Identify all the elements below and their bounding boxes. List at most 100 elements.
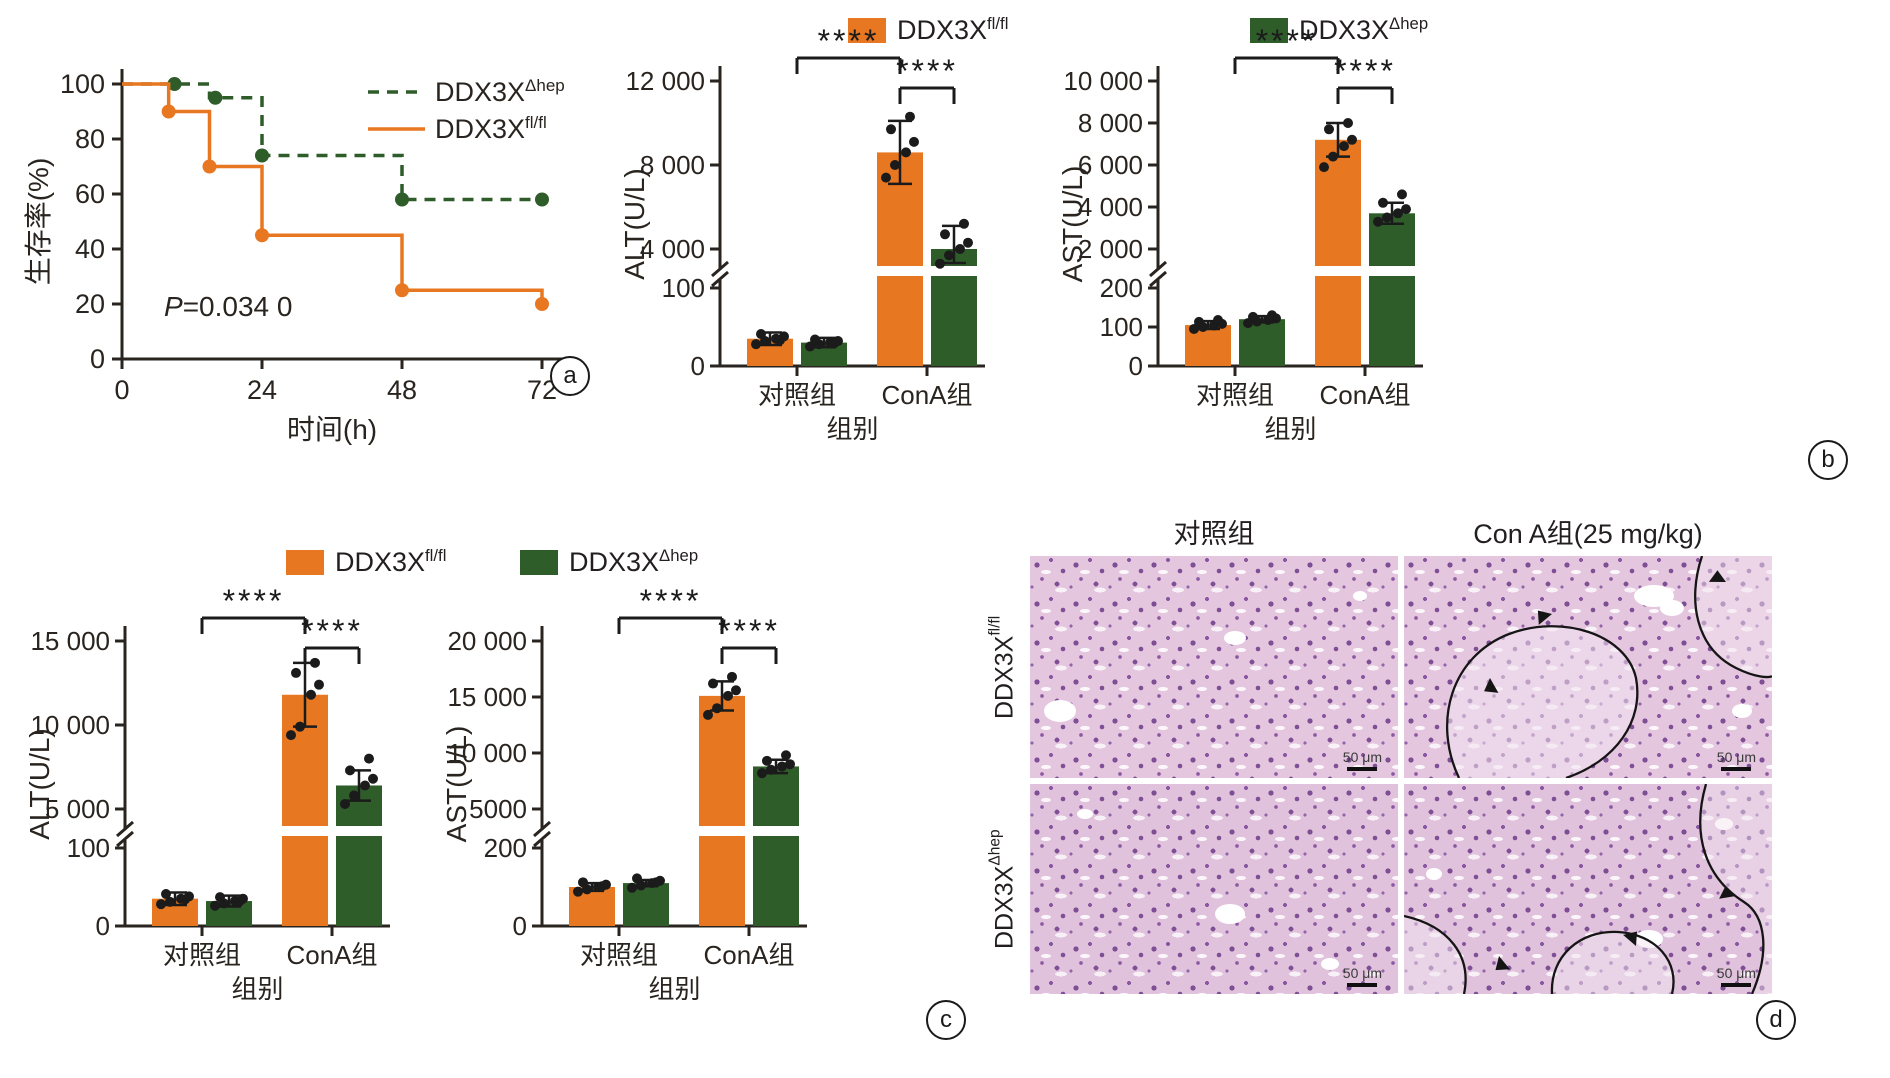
y-tick-label: 100 bbox=[662, 273, 705, 303]
scale-bar: 50 μm bbox=[1717, 965, 1756, 987]
data-point bbox=[723, 690, 733, 701]
y-tick-label: 40 bbox=[75, 234, 105, 264]
necrosis-overlay bbox=[1445, 556, 1772, 778]
y-axis-title: AST(U/L) bbox=[441, 726, 472, 843]
bar-orange-stub bbox=[282, 836, 328, 926]
data-point bbox=[781, 750, 791, 761]
necrotic-area bbox=[1404, 916, 1466, 994]
vessel bbox=[1732, 704, 1752, 718]
sig-label: **** bbox=[896, 53, 958, 89]
panel-letter: d bbox=[1769, 1006, 1783, 1033]
data-point bbox=[314, 679, 324, 690]
data-point bbox=[1194, 316, 1204, 327]
scale-bar-line bbox=[1721, 983, 1752, 987]
y-tick-label: 12 000 bbox=[625, 66, 705, 96]
survival-line-orange bbox=[122, 82, 544, 304]
group-label: 对照组 bbox=[758, 380, 836, 410]
sig-label: **** bbox=[640, 583, 702, 619]
data-point bbox=[1248, 311, 1258, 322]
panel-label-c: c bbox=[926, 1000, 966, 1040]
data-point bbox=[1397, 189, 1407, 200]
y-tick-label: 0 bbox=[513, 911, 527, 941]
bar-orange-stub bbox=[877, 276, 923, 366]
scale-bar-label: 50 μm bbox=[1716, 749, 1756, 765]
panel-label-a: a bbox=[550, 356, 590, 396]
x-tick-label: 0 bbox=[114, 375, 129, 405]
y-tick-label: 4 000 bbox=[1078, 192, 1143, 222]
vessel bbox=[1224, 631, 1246, 645]
y-tick-label: 20 bbox=[75, 289, 105, 319]
histology-image-flfl-control: 50 μm bbox=[1030, 556, 1398, 778]
survival-marker bbox=[395, 192, 409, 207]
data-point bbox=[651, 877, 661, 888]
bar-green-stub bbox=[336, 836, 382, 926]
y-tick-label: 8 000 bbox=[1078, 108, 1143, 138]
y-axis-title: ALT(U/L) bbox=[24, 728, 55, 840]
x-tick-label: 48 bbox=[387, 375, 417, 405]
row-label-text: DDX3XΔhep bbox=[986, 829, 1019, 949]
axis-break-mark bbox=[116, 820, 134, 838]
x-axis-title: 组别 bbox=[1264, 414, 1316, 444]
x-tick-label: 24 bbox=[247, 375, 277, 405]
sig-label: **** bbox=[1256, 23, 1318, 59]
survival-line-green bbox=[122, 82, 542, 202]
panel-label-b: b bbox=[1808, 440, 1848, 480]
data-point bbox=[944, 250, 954, 261]
necrotic-area bbox=[1551, 931, 1674, 994]
data-point bbox=[959, 218, 969, 229]
data-point bbox=[1328, 151, 1338, 162]
y-axis-title: ALT(U/L) bbox=[619, 168, 650, 280]
vessel bbox=[1353, 591, 1367, 601]
data-point bbox=[785, 759, 795, 770]
vessel bbox=[1715, 818, 1733, 830]
necrotic-area bbox=[1695, 556, 1772, 678]
data-point bbox=[708, 678, 718, 689]
bar-orange bbox=[1315, 139, 1361, 266]
data-point bbox=[210, 900, 220, 911]
data-point bbox=[810, 334, 820, 345]
data-point bbox=[777, 761, 787, 772]
y-tick-label: 100 bbox=[60, 69, 105, 99]
data-point bbox=[368, 773, 378, 784]
data-point bbox=[310, 657, 320, 668]
data-point bbox=[829, 338, 839, 349]
legend-item-dhep: DDX3XΔhep bbox=[1250, 14, 1428, 46]
data-point bbox=[291, 667, 301, 678]
bar-green-stub bbox=[753, 836, 799, 926]
survival-marker bbox=[208, 90, 223, 105]
axis-break-mark bbox=[711, 270, 729, 288]
scale-bar: 50 μm bbox=[1717, 749, 1756, 771]
scale-bar: 50 μm bbox=[1343, 965, 1382, 987]
bar-green-stub bbox=[931, 276, 977, 366]
scale-bar-label: 50 μm bbox=[1716, 965, 1756, 981]
panel-letter: b bbox=[1821, 446, 1835, 473]
legend-label: DDX3XΔhep bbox=[569, 546, 699, 577]
histology-image-dhep-cona: 50 μm bbox=[1404, 784, 1772, 994]
legend-label: DDX3Xfl/fl bbox=[335, 546, 447, 577]
data-point bbox=[632, 873, 642, 884]
group-label: ConA组 bbox=[286, 940, 377, 970]
group-label: ConA组 bbox=[703, 940, 794, 970]
axis-break-mark bbox=[116, 830, 134, 848]
data-point bbox=[1319, 162, 1329, 173]
panel-letter: c bbox=[940, 1006, 952, 1033]
axis-break-mark bbox=[1149, 270, 1167, 288]
data-point bbox=[627, 882, 637, 893]
histology-image-flfl-cona: 50 μm bbox=[1404, 556, 1772, 778]
data-point bbox=[597, 881, 607, 892]
data-point bbox=[340, 798, 350, 809]
data-point bbox=[703, 709, 713, 720]
legend-swatch-green bbox=[520, 549, 558, 575]
y-tick-label: 5 000 bbox=[45, 794, 110, 824]
scale-bar-label: 50 μm bbox=[1342, 749, 1382, 765]
data-point bbox=[1382, 212, 1392, 223]
y-tick-label: 6 000 bbox=[1078, 150, 1143, 180]
legend-label: DDX3Xfl/fl bbox=[435, 113, 547, 144]
data-point bbox=[573, 886, 583, 897]
data-point bbox=[805, 341, 815, 352]
data-point bbox=[727, 671, 737, 682]
row-label-text: DDX3Xfl/fl bbox=[986, 615, 1019, 719]
arrowhead-icon bbox=[1537, 610, 1552, 625]
vessel bbox=[1044, 700, 1076, 722]
